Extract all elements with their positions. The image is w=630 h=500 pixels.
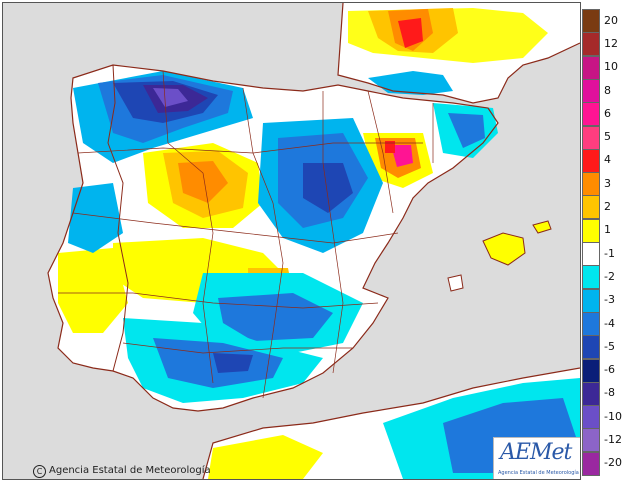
province-borders [58,70,434,399]
legend-label: 20 [604,13,618,27]
cold-catalonia-blue [448,113,485,148]
legend-swatch [582,451,600,476]
legend-swatch [582,265,600,290]
copyright-text: Agencia Estatal de Meteorología [49,465,211,476]
legend-swatch [582,148,600,173]
legend-swatch [582,172,600,197]
legend-label: 4 [604,153,611,167]
france-dark-red [398,18,423,48]
legend-swatch [582,335,600,360]
ibiza-island [447,274,464,292]
cold-andalucia-dark [213,353,253,373]
warm-ebro-magenta [391,145,413,167]
legend-swatch [582,242,600,266]
legend-swatch [582,9,600,33]
portugal-border [107,64,129,372]
north-africa-yellow [208,435,323,479]
africa-coast-outline [202,367,580,479]
legend-label: -1 [604,246,615,260]
logo-wordmark: AEMet [500,440,572,465]
legend-label: 1 [604,223,611,237]
copyright-icon: C [33,465,46,478]
legend-swatch [582,102,600,127]
legend-swatch [582,32,600,57]
cold-galicia-lavender [153,88,188,107]
warm-portugal [58,248,128,333]
legend-label: -10 [604,409,622,423]
legend-label: -12 [604,433,622,447]
legend-swatch [582,381,600,406]
legend-swatch [582,358,600,383]
legend-swatch [582,195,600,220]
legend-swatch [582,428,600,453]
logo-subtitle: Agencia Estatal de Meteorología [498,470,579,476]
legend-label: 6 [604,106,611,120]
copyright-notice: C Agencia Estatal de Meteorología [33,465,211,478]
legend-swatch [582,311,600,336]
legend-label: -2 [604,269,615,283]
warm-ebro-red [385,141,395,153]
legend-label: -4 [604,316,615,330]
france-blue-patch [368,71,453,95]
map-canvas [3,3,580,479]
legend-swatch [582,55,600,80]
legend-swatch [582,288,600,313]
legend-label: 10 [604,60,618,74]
menorca-island [532,220,552,234]
mallorca-island [482,232,526,266]
legend-label: -3 [604,293,615,307]
legend-swatch [582,125,600,150]
legend-label: 2 [604,200,611,214]
warm-castilla-red [178,161,228,203]
cold-portugal-west [68,183,123,253]
color-legend: 20 12 10 8 6 5 4 3 2 1 -1 -2 -3 -4 -5 -6 -8 -10 -12 -20 [582,9,630,479]
legend-swatch [582,78,600,103]
legend-label: 12 [604,36,618,50]
legend-swatch [582,218,600,243]
legend-label: 3 [604,176,611,190]
legend-label: -5 [604,339,615,353]
legend-label: -8 [604,386,615,400]
legend-label: -20 [604,456,622,470]
cold-iberian-dark [303,163,353,213]
legend-label: -6 [604,363,615,377]
legend-label: 8 [604,83,611,97]
aemet-logo: AEMet Agencia Estatal de Meteorología [493,437,580,479]
legend-swatch [582,405,600,430]
france-border-outline [337,3,580,104]
legend-label: 5 [604,130,611,144]
